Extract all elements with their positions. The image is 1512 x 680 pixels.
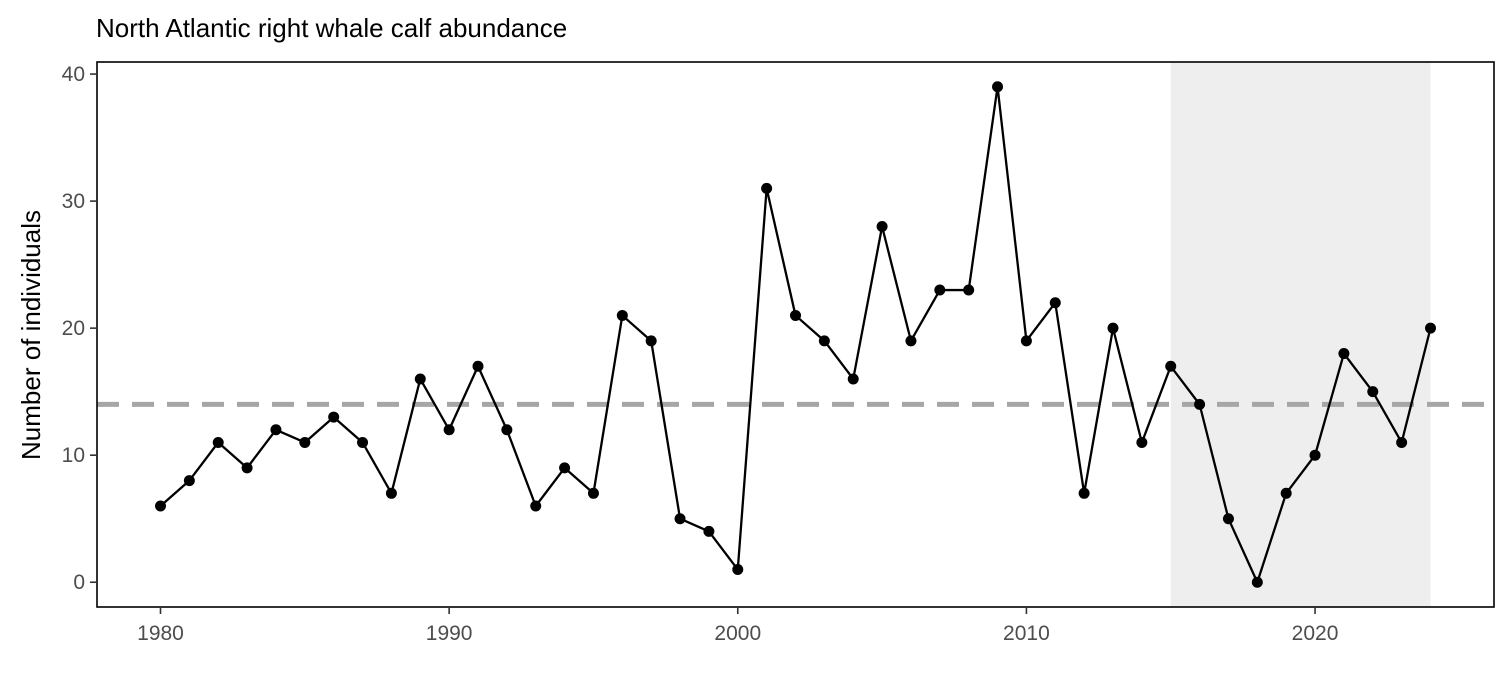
- data-point: [270, 424, 282, 436]
- data-point: [472, 360, 484, 372]
- y-tick-label: 0: [73, 571, 85, 594]
- data-point: [1338, 348, 1350, 360]
- data-point: [328, 411, 340, 423]
- plot-border: [96, 61, 1495, 608]
- data-point: [934, 284, 946, 296]
- data-point: [992, 81, 1004, 93]
- data-point: [963, 284, 975, 296]
- data-point: [530, 500, 542, 512]
- data-point: [1222, 513, 1234, 525]
- data-point: [1280, 487, 1292, 499]
- data-point: [703, 525, 715, 537]
- data-point: [645, 335, 657, 347]
- data-point: [1165, 360, 1177, 372]
- data-point: [847, 373, 859, 385]
- data-point: [183, 475, 195, 487]
- data-point: [241, 462, 253, 474]
- x-tick-label: 1990: [426, 622, 473, 645]
- data-point: [299, 436, 311, 448]
- x-tick-label: 2020: [1292, 622, 1339, 645]
- data-point: [587, 487, 599, 499]
- shaded-region: [1170, 62, 1431, 607]
- x-tick-label: 1980: [137, 622, 184, 645]
- data-point: [414, 373, 426, 385]
- data-point: [616, 309, 628, 321]
- data-point: [674, 513, 686, 525]
- data-point: [357, 436, 369, 448]
- y-tick-label: 30: [62, 190, 85, 213]
- y-tick-label: 10: [62, 444, 85, 467]
- axes-layer: 1980 1990 2000 2010 2020 0 10 20 30 40: [62, 61, 1495, 645]
- data-point: [1020, 335, 1032, 347]
- y-tick-label: 40: [62, 63, 85, 86]
- series-layer: [155, 81, 1436, 588]
- data-point: [385, 487, 397, 499]
- data-point: [1309, 449, 1321, 461]
- data-point: [790, 309, 801, 321]
- y-tick-label: 20: [62, 317, 85, 340]
- data-point: [1107, 322, 1119, 334]
- data-point: [818, 335, 830, 347]
- data-point: [1425, 322, 1436, 334]
- data-point: [443, 424, 455, 436]
- data-point: [1396, 436, 1408, 448]
- data-point: [212, 436, 224, 448]
- chart-title: North Atlantic right whale calf abundanc…: [96, 13, 567, 43]
- data-point: [1078, 487, 1090, 499]
- data-point: [1194, 398, 1206, 410]
- data-point: [1136, 436, 1148, 448]
- data-point: [732, 564, 744, 576]
- data-point: [155, 500, 166, 512]
- data-point: [559, 462, 571, 474]
- data-point: [876, 221, 888, 233]
- plot-background: [1170, 62, 1431, 607]
- x-tick-label: 2010: [1003, 622, 1050, 645]
- y-axis-label: Number of individuals: [16, 210, 46, 460]
- data-point: [761, 182, 773, 194]
- data-point: [1049, 297, 1061, 309]
- data-point: [905, 335, 917, 347]
- data-point: [1251, 576, 1263, 588]
- data-point: [1367, 386, 1379, 398]
- data-point: [501, 424, 513, 436]
- x-tick-label: 2000: [714, 622, 761, 645]
